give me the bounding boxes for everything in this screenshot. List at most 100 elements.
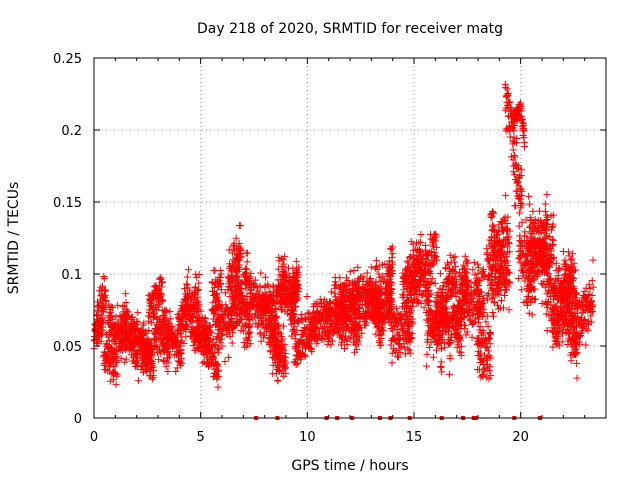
data-point bbox=[107, 303, 115, 311]
data-point bbox=[484, 353, 492, 361]
data-point bbox=[237, 222, 245, 230]
data-point bbox=[124, 313, 132, 321]
data-point bbox=[529, 207, 537, 215]
data-point bbox=[162, 308, 170, 316]
data-point bbox=[235, 311, 243, 319]
data-point bbox=[518, 286, 526, 294]
data-point bbox=[214, 383, 222, 391]
data-point bbox=[197, 339, 205, 347]
data-point bbox=[117, 354, 125, 362]
data-point bbox=[388, 359, 396, 367]
data-point bbox=[423, 350, 431, 358]
data-point bbox=[538, 300, 546, 308]
data-point bbox=[187, 312, 195, 320]
data-point bbox=[166, 307, 174, 315]
data-point bbox=[451, 258, 459, 266]
data-point bbox=[282, 350, 290, 358]
data-point bbox=[198, 323, 206, 331]
data-point bbox=[236, 261, 244, 269]
data-point bbox=[140, 330, 148, 338]
data-point bbox=[470, 259, 478, 267]
data-point bbox=[437, 358, 445, 366]
data-point bbox=[254, 287, 262, 295]
data-point bbox=[229, 272, 237, 280]
data-point bbox=[177, 339, 185, 347]
data-point bbox=[526, 200, 534, 208]
data-point bbox=[213, 360, 221, 368]
data-point bbox=[246, 280, 254, 288]
data-point bbox=[256, 283, 264, 291]
data-point bbox=[214, 362, 222, 370]
data-point bbox=[431, 280, 439, 288]
data-point bbox=[238, 322, 246, 330]
data-point bbox=[461, 321, 469, 329]
data-point bbox=[490, 312, 498, 320]
data-point bbox=[96, 324, 104, 332]
data-point bbox=[257, 269, 265, 277]
data-point bbox=[183, 322, 191, 330]
data-point bbox=[211, 341, 219, 349]
data-point bbox=[183, 281, 191, 289]
data-point bbox=[152, 343, 160, 351]
data-point bbox=[331, 278, 339, 286]
data-point bbox=[193, 296, 201, 304]
data-point bbox=[122, 355, 130, 363]
data-point bbox=[178, 359, 186, 367]
data-point bbox=[531, 295, 539, 303]
data-point bbox=[140, 319, 148, 327]
data-point bbox=[372, 256, 380, 264]
data-point bbox=[98, 282, 106, 290]
data-point bbox=[327, 288, 335, 296]
data-point bbox=[160, 347, 167, 355]
data-point bbox=[165, 319, 173, 327]
data-point bbox=[140, 339, 148, 347]
data-point bbox=[205, 338, 213, 346]
data-point bbox=[129, 313, 137, 321]
data-point bbox=[242, 268, 250, 276]
data-point bbox=[197, 307, 205, 315]
data-point bbox=[157, 291, 165, 299]
data-point bbox=[510, 152, 518, 160]
data-point bbox=[100, 275, 108, 283]
data-point bbox=[201, 318, 209, 326]
data-point bbox=[210, 354, 218, 362]
data-point bbox=[233, 273, 241, 281]
data-point bbox=[216, 273, 224, 281]
data-point bbox=[373, 263, 381, 271]
data-point bbox=[166, 353, 174, 361]
data-point bbox=[204, 332, 212, 340]
data-point bbox=[106, 377, 114, 385]
data-point bbox=[181, 285, 189, 293]
data-point bbox=[465, 312, 473, 320]
data-point bbox=[199, 324, 207, 331]
data-point bbox=[138, 362, 146, 370]
data-point bbox=[246, 273, 254, 281]
data-point bbox=[134, 318, 142, 326]
data-point bbox=[159, 297, 167, 305]
data-point bbox=[476, 322, 484, 330]
data-point bbox=[259, 308, 267, 316]
data-point bbox=[461, 252, 469, 260]
data-point bbox=[114, 301, 122, 309]
data-point bbox=[237, 246, 245, 254]
data-point bbox=[195, 286, 203, 294]
data-point bbox=[225, 246, 233, 254]
data-point bbox=[155, 346, 163, 354]
data-point bbox=[228, 339, 236, 347]
data-point bbox=[122, 346, 130, 354]
data-point bbox=[112, 358, 120, 366]
data-point bbox=[237, 252, 245, 260]
data-point bbox=[103, 340, 111, 348]
data-point bbox=[429, 353, 437, 361]
data-point bbox=[188, 318, 196, 326]
data-point bbox=[457, 342, 465, 350]
data-point bbox=[438, 368, 446, 376]
data-point bbox=[180, 339, 188, 347]
data-point bbox=[113, 370, 121, 378]
data-point bbox=[97, 284, 105, 292]
data-point bbox=[505, 306, 513, 314]
data-point bbox=[395, 353, 403, 361]
data-point bbox=[155, 356, 163, 364]
data-point bbox=[417, 230, 425, 238]
data-point bbox=[103, 351, 111, 359]
